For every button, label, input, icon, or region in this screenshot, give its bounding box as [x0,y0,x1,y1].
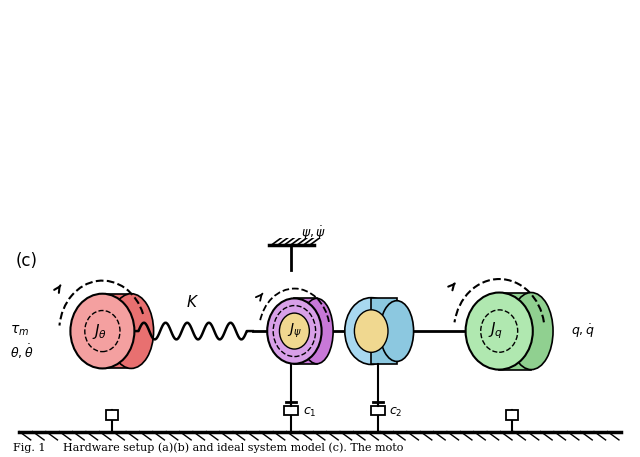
Text: $J_\psi$: $J_\psi$ [287,322,302,340]
Polygon shape [499,292,531,370]
Ellipse shape [109,294,154,368]
Text: $K$: $K$ [186,294,199,310]
Ellipse shape [509,292,553,370]
Polygon shape [294,298,317,364]
Bar [371,406,385,415]
Bar [284,406,298,415]
Bar [506,410,518,420]
Text: $\tau_m$: $\tau_m$ [10,324,29,338]
Polygon shape [371,298,397,365]
Bar [106,410,118,420]
Ellipse shape [466,292,532,370]
Polygon shape [102,294,131,368]
Text: $J_q$: $J_q$ [488,321,504,341]
Ellipse shape [355,310,388,352]
Text: $q, \dot{q}$: $q, \dot{q}$ [571,322,595,340]
Ellipse shape [70,294,134,368]
Ellipse shape [280,313,309,349]
Text: $c_1$: $c_1$ [303,406,316,420]
Text: Fig. 1     Hardware setup (a)(b) and ideal system model (c). The moto: Fig. 1 Hardware setup (a)(b) and ideal s… [13,442,403,453]
Text: $J_\theta$: $J_\theta$ [92,322,107,340]
Ellipse shape [268,298,321,364]
Text: $c_2$: $c_2$ [389,406,403,420]
Ellipse shape [380,301,413,361]
Ellipse shape [345,298,397,365]
Ellipse shape [301,298,333,364]
Text: $\psi, \dot{\psi}$: $\psi, \dot{\psi}$ [301,225,326,242]
Text: $\theta, \dot{\theta}$: $\theta, \dot{\theta}$ [10,343,33,361]
Text: (b): (b) [571,50,596,68]
Text: (c): (c) [16,252,38,270]
Text: (a): (a) [52,50,77,68]
